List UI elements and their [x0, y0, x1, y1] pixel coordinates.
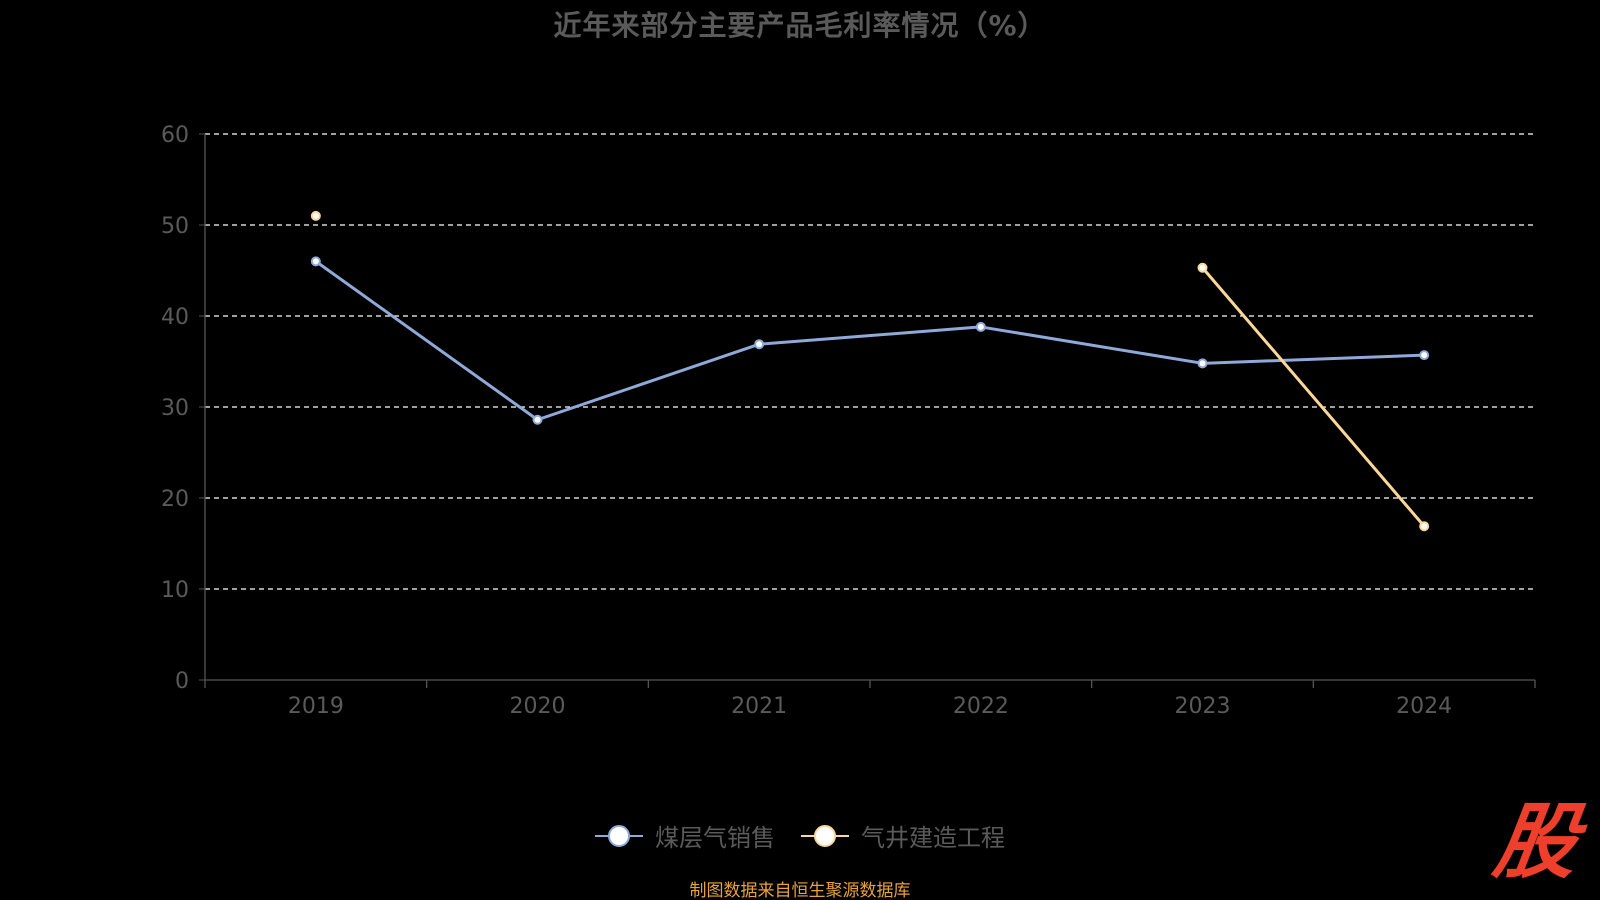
- series-lines: [310, 210, 1430, 532]
- legend-marker-coalbed-gas-sales: [595, 824, 643, 848]
- x-tick-label: 2023: [1175, 694, 1231, 719]
- legend-dot: [608, 824, 630, 847]
- x-tick-label: 2019: [288, 694, 344, 719]
- y-tick-label: 50: [161, 214, 189, 239]
- y-tick-label: 10: [161, 578, 189, 603]
- y-tick-label: 20: [161, 487, 189, 512]
- legend: 煤层气销售 气井建造工程: [0, 818, 1600, 853]
- data-source-note: 制图数据来自恒生聚源数据库: [689, 881, 911, 900]
- series-line-segment: [757, 325, 983, 346]
- grid-lines: [205, 133, 1535, 590]
- data-point: [1197, 262, 1208, 273]
- legend-item-gas-well-construction[interactable]: 气井建造工程: [801, 818, 1005, 853]
- y-tick-label: 60: [161, 123, 189, 148]
- legend-item-coalbed-gas-sales[interactable]: 煤层气销售: [595, 818, 775, 853]
- brand-logo: 股: [1488, 795, 1584, 890]
- legend-label: 气井建造工程: [861, 824, 1005, 852]
- legend-dot: [814, 824, 836, 847]
- x-tick-label: 2020: [510, 694, 566, 719]
- data-point: [754, 339, 765, 350]
- series-line-segment: [536, 342, 761, 422]
- series-line-segment: [979, 325, 1204, 365]
- y-tick-label: 0: [175, 669, 189, 694]
- series-line-segment: [314, 259, 539, 422]
- data-point: [975, 321, 986, 332]
- x-tick-label: 2024: [1396, 694, 1452, 719]
- chart-title: 近年来部分主要产品毛利率情况（%）: [553, 9, 1047, 42]
- series-line-segment: [1201, 353, 1426, 365]
- series-line-segment: [1201, 266, 1426, 528]
- axes: 0 10 20 30 40 50 60 2019 2020 2021 2022 2023 2024: [161, 123, 1536, 719]
- legend-marker-gas-well-construction: [801, 824, 849, 848]
- legend-label: 煤层气销售: [655, 824, 775, 852]
- data-point: [310, 210, 321, 221]
- series-0: [310, 256, 1430, 425]
- x-tick-label: 2022: [953, 694, 1009, 719]
- y-tick-label: 40: [161, 305, 189, 330]
- data-point: [532, 414, 543, 425]
- data-point: [1197, 358, 1208, 369]
- data-point: [1419, 521, 1430, 532]
- x-tick-label: 2021: [731, 694, 787, 719]
- y-tick-label: 30: [161, 396, 189, 421]
- series-1: [310, 210, 1430, 532]
- data-point: [1419, 350, 1430, 361]
- data-point: [310, 256, 321, 267]
